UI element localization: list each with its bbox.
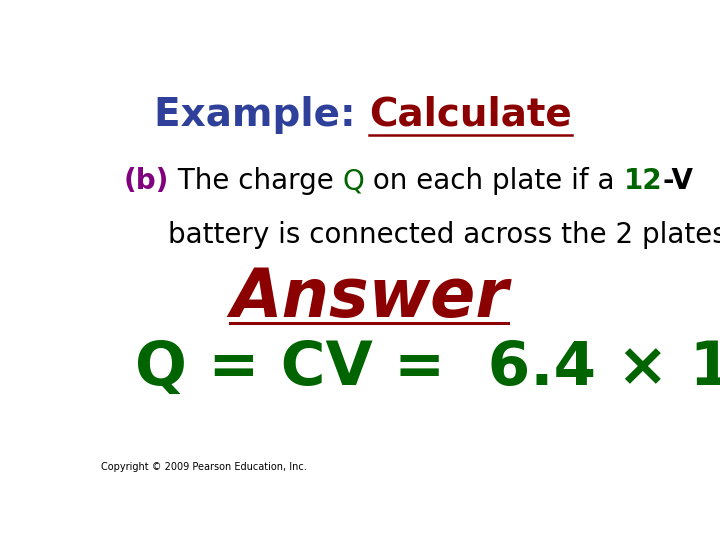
Text: -V: -V [662, 167, 693, 195]
Text: battery is connected across the 2 plates.: battery is connected across the 2 plates… [168, 221, 720, 249]
Text: Copyright © 2009 Pearson Education, Inc.: Copyright © 2009 Pearson Education, Inc. [101, 462, 307, 472]
Text: Answer: Answer [230, 265, 508, 330]
Text: on each plate if a: on each plate if a [364, 167, 624, 195]
Text: (b): (b) [124, 167, 169, 195]
Text: 12: 12 [624, 167, 662, 195]
Text: Q: Q [343, 167, 364, 195]
Text: Calculate: Calculate [369, 96, 572, 134]
Text: The charge: The charge [169, 167, 343, 195]
Text: Q = CV =  6.4 × 10: Q = CV = 6.4 × 10 [135, 339, 720, 398]
Text: Example:: Example: [154, 96, 369, 134]
